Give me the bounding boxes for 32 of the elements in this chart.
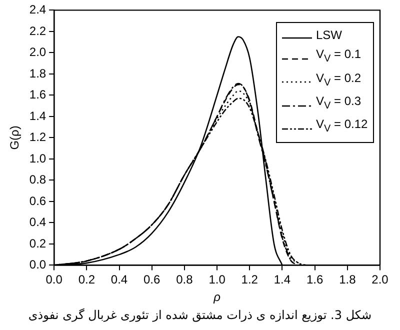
y-tick-label: 1.4 — [29, 108, 46, 123]
legend-label: V$_{V}$ = 0.12 — [316, 116, 368, 137]
x-tick-label: 1.0 — [208, 272, 226, 287]
y-tick-label: 1.8 — [29, 66, 46, 80]
text: شکل 3. توزیع اندازه ی ذرات مشتق شده از تئوری غربال گری نفوذی — [27, 308, 373, 322]
y-tick-label: 0.0 — [29, 258, 46, 272]
x-tick-label: 1.6 — [306, 272, 324, 287]
x-axis-title: ρ — [212, 290, 221, 304]
y-tick-label: 1.2 — [29, 130, 46, 144]
x-tick-label: 1.8 — [339, 272, 356, 287]
x-tick-label: 0.8 — [176, 272, 194, 287]
legend-label: V$_{V}$ = 0.1 — [316, 46, 362, 67]
y-tick-label: 1.6 — [29, 88, 46, 102]
x-tick-label: 0.0 — [46, 272, 63, 287]
y-tick-label: 0.6 — [29, 194, 46, 208]
y-tick-label: 2.0 — [29, 45, 46, 60]
y-tick-label: 0.8 — [29, 172, 46, 187]
y-tick-label: 0.4 — [29, 215, 46, 230]
x-tick-label: 0.6 — [144, 272, 161, 287]
y-tick-label: 2.2 — [29, 24, 46, 38]
legend-label: LSW — [316, 27, 342, 44]
x-tick-label: 1.2 — [241, 272, 258, 287]
y-tick-label: 2.4 — [29, 2, 46, 17]
x-tick-label: 0.2 — [78, 272, 96, 287]
legend-label: V$_{V}$ = 0.3 — [316, 92, 362, 114]
x-tick-label: 1.4 — [274, 272, 291, 287]
x-tick-label: 2.0 — [372, 272, 389, 287]
y-tick-label: 0.2 — [29, 236, 46, 250]
x-tick-label: 0.4 — [110, 272, 128, 287]
y-tick-label: 1.0 — [29, 151, 46, 166]
y-axis-title: G(ρ) — [8, 126, 22, 150]
legend-label: V$_{V}$ = 0.2 — [316, 70, 362, 90]
